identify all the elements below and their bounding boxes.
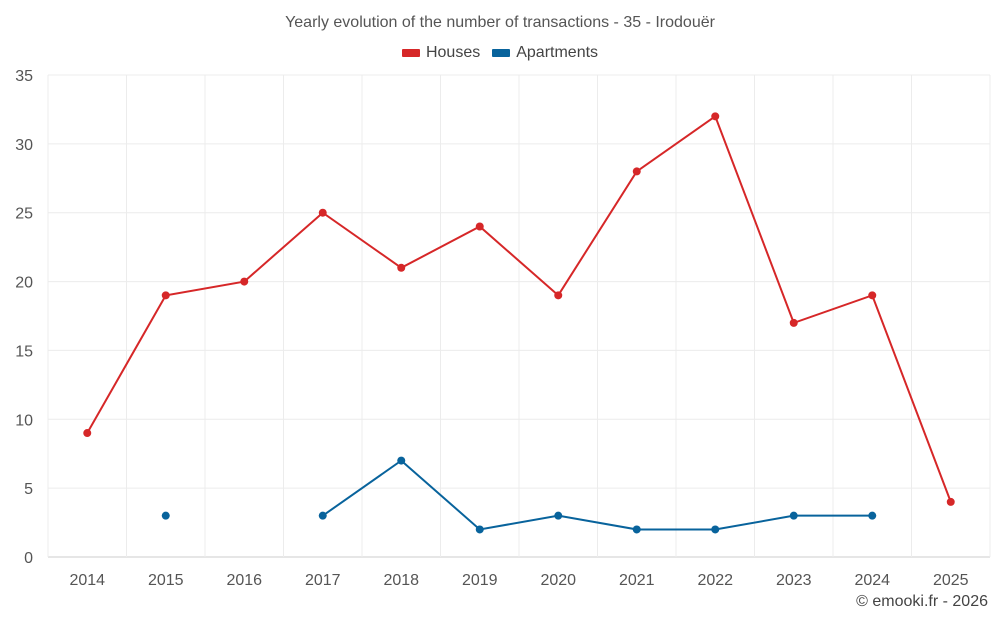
x-tick-label-2014: 2014 bbox=[69, 572, 105, 589]
x-tick-label-2016: 2016 bbox=[226, 572, 262, 589]
legend-label-apartments: Apartments bbox=[516, 44, 599, 61]
data-point-apartments-2021 bbox=[632, 525, 641, 534]
data-point-houses-2020 bbox=[554, 291, 563, 300]
y-tick-label-35: 35 bbox=[15, 68, 33, 85]
legend-item-apartments[interactable]: Apartments bbox=[492, 44, 598, 62]
y-tick-label-15: 15 bbox=[15, 343, 33, 360]
x-tick-label-2020: 2020 bbox=[540, 572, 576, 589]
series-line-apartments-1 bbox=[322, 459, 873, 531]
y-tick-label-30: 30 bbox=[15, 137, 33, 154]
data-point-houses-2017 bbox=[318, 208, 327, 217]
x-tick-label-2024: 2024 bbox=[854, 572, 890, 589]
y-tick-label-10: 10 bbox=[15, 412, 33, 429]
data-point-apartments-2019 bbox=[475, 525, 484, 534]
x-tick-label-2023: 2023 bbox=[776, 572, 812, 589]
x-tick-label-2022: 2022 bbox=[697, 572, 733, 589]
y-tick-label-25: 25 bbox=[15, 206, 33, 223]
x-tick-label-2015: 2015 bbox=[148, 572, 184, 589]
x-tick-label-2018: 2018 bbox=[383, 572, 419, 589]
data-point-houses-2024 bbox=[868, 291, 877, 300]
x-tick-label-2017: 2017 bbox=[305, 572, 341, 589]
legend-swatch-apartments bbox=[492, 49, 511, 57]
data-point-apartments-2023 bbox=[789, 511, 798, 520]
data-point-houses-2018 bbox=[397, 263, 406, 272]
data-point-apartments-2024 bbox=[868, 511, 877, 520]
data-point-houses-2025 bbox=[946, 497, 955, 506]
x-tick-label-2021: 2021 bbox=[619, 572, 655, 589]
data-point-apartments-2022 bbox=[711, 525, 720, 534]
x-tick-label-2025: 2025 bbox=[933, 572, 969, 589]
legend-swatch-houses bbox=[401, 49, 420, 57]
legend: Houses Apartments bbox=[0, 44, 1000, 62]
x-tick-label-2019: 2019 bbox=[462, 572, 498, 589]
chart-title: Yearly evolution of the number of transa… bbox=[285, 14, 715, 31]
legend-label-houses: Houses bbox=[425, 44, 481, 61]
y-tick-label-0: 0 bbox=[24, 550, 33, 567]
legend-item-houses[interactable]: Houses bbox=[401, 44, 481, 62]
data-point-houses-2022 bbox=[711, 112, 720, 121]
data-point-apartments-2015 bbox=[161, 511, 170, 520]
data-point-houses-2015 bbox=[161, 291, 170, 300]
copyright-text: © emooki.fr - 2026 bbox=[856, 593, 988, 610]
data-point-houses-2016 bbox=[240, 277, 249, 286]
series-line-houses-0 bbox=[86, 114, 952, 503]
data-point-houses-2014 bbox=[83, 429, 92, 438]
data-point-houses-2021 bbox=[632, 167, 641, 176]
data-point-houses-2019 bbox=[475, 222, 484, 231]
data-point-houses-2023 bbox=[789, 318, 798, 327]
data-point-apartments-2017 bbox=[318, 511, 327, 520]
y-tick-label-5: 5 bbox=[24, 481, 33, 498]
data-point-apartments-2020 bbox=[554, 511, 563, 520]
data-point-apartments-2018 bbox=[397, 456, 406, 465]
y-tick-label-20: 20 bbox=[15, 275, 33, 292]
